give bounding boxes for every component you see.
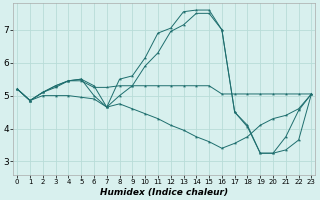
X-axis label: Humidex (Indice chaleur): Humidex (Indice chaleur)	[100, 188, 228, 197]
